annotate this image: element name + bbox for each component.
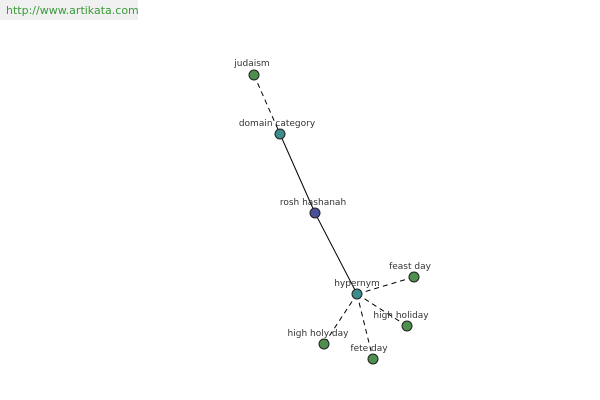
edge (279, 133, 316, 214)
node-label[interactable]: domain category (239, 119, 316, 129)
node-dot[interactable] (351, 288, 363, 300)
node[interactable]: feast day (389, 262, 432, 283)
edge (356, 293, 374, 360)
node-dot[interactable] (401, 320, 413, 332)
node-label[interactable]: high holiday (373, 311, 429, 321)
node-label[interactable]: hypernym (334, 279, 380, 289)
edge (356, 276, 415, 295)
node[interactable]: fete day (350, 344, 388, 365)
node[interactable]: judaism (233, 59, 270, 81)
node-label[interactable]: rosh hashanah (280, 198, 346, 208)
node[interactable]: domain category (239, 119, 316, 140)
edge (323, 293, 358, 345)
edge (356, 293, 408, 327)
node[interactable]: rosh hashanah (280, 198, 346, 219)
node-label[interactable]: feast day (389, 262, 432, 272)
url-banner (0, 0, 138, 20)
edge (253, 74, 281, 135)
node-dot[interactable] (248, 69, 260, 81)
node-dot[interactable] (309, 207, 321, 219)
node-dot[interactable] (318, 338, 330, 350)
node-label[interactable]: high holy day (288, 329, 350, 339)
node[interactable]: high holy day (288, 329, 350, 350)
node-dot[interactable] (274, 128, 286, 140)
edge (314, 212, 358, 295)
node-dot[interactable] (367, 353, 379, 365)
node-dot[interactable] (408, 271, 420, 283)
node[interactable]: hypernym (334, 279, 380, 300)
node-label[interactable]: judaism (233, 59, 269, 69)
url-text: http://www.artikata.com (6, 4, 139, 17)
node[interactable]: high holiday (373, 311, 429, 332)
node-label[interactable]: fete day (350, 344, 388, 354)
